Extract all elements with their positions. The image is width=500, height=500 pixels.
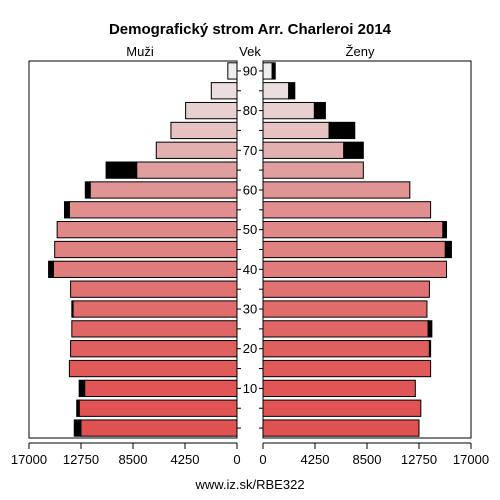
age-axis-label: Vek xyxy=(239,44,261,59)
men-bar xyxy=(89,181,238,199)
women-bar xyxy=(262,221,444,239)
men-bar xyxy=(68,359,238,378)
women-surplus-bar xyxy=(271,62,276,80)
men-bar xyxy=(72,300,238,318)
men-surplus-bar xyxy=(84,181,91,199)
men-x-tick-label: 0 xyxy=(233,452,240,467)
men-surplus-bar xyxy=(73,419,82,437)
men-label: Muži xyxy=(126,44,154,59)
men-bar xyxy=(80,419,238,437)
women-bar xyxy=(262,260,448,278)
women-surplus-bar xyxy=(288,82,296,100)
men-bar xyxy=(52,260,238,278)
age-tick-label: 80 xyxy=(243,103,257,118)
men-bar xyxy=(78,399,238,417)
men-surplus-bar xyxy=(76,399,80,417)
age-ticks: 10 20 30 40 50 60 70 80 90 xyxy=(237,63,263,429)
women-x-axis: 0 4250 8500 12750 17000 xyxy=(259,442,489,467)
women-x-tick-label: 17000 xyxy=(453,452,489,467)
age-tick-label: 70 xyxy=(243,143,257,158)
age-tick-label: 40 xyxy=(243,262,257,277)
women-bars xyxy=(262,62,452,437)
men-bar xyxy=(155,141,238,159)
men-bar xyxy=(84,379,238,398)
men-bar xyxy=(70,340,238,358)
men-x-axis: 0 4250 8500 12750 17000 xyxy=(11,442,241,467)
chart-title: Demografický strom Arr. Charleroi 2014 xyxy=(109,21,392,38)
men-bar xyxy=(185,101,238,120)
women-surplus-bar xyxy=(428,340,432,358)
men-x-tick-label: 4250 xyxy=(171,452,200,467)
women-bar xyxy=(262,240,446,259)
men-bar xyxy=(70,280,238,298)
women-surplus-bar xyxy=(313,101,326,120)
men-bar xyxy=(54,240,238,259)
women-bar xyxy=(262,121,330,140)
women-x-tick-label: 4250 xyxy=(301,452,330,467)
men-x-tick-label: 8500 xyxy=(119,452,148,467)
men-bars xyxy=(48,62,238,437)
men-surplus-bar xyxy=(78,379,86,398)
men-x-tick-label: 17000 xyxy=(11,452,47,467)
women-bar xyxy=(262,379,416,398)
women-bar xyxy=(262,82,290,100)
women-bar xyxy=(262,101,315,120)
age-tick-label: 90 xyxy=(243,63,257,78)
age-tick-label: 10 xyxy=(243,381,257,396)
women-x-tick-label: 0 xyxy=(259,452,266,467)
women-bar xyxy=(262,340,430,358)
women-bar xyxy=(262,201,432,219)
age-tick-label: 50 xyxy=(243,222,257,237)
men-bar xyxy=(210,82,238,100)
men-bar xyxy=(56,221,238,239)
men-bar xyxy=(227,62,238,80)
women-bar xyxy=(262,399,422,417)
women-bar xyxy=(262,320,429,338)
women-surplus-bar xyxy=(444,240,452,259)
men-bar xyxy=(68,201,238,219)
women-label: Ženy xyxy=(346,44,375,59)
men-surplus-bar xyxy=(48,260,54,278)
men-surplus-bar xyxy=(105,161,138,179)
women-surplus-bar xyxy=(427,320,433,338)
women-bar xyxy=(262,161,364,179)
men-bar xyxy=(136,161,238,179)
men-surplus-bar xyxy=(63,201,70,219)
women-bar xyxy=(262,419,420,437)
men-bar xyxy=(170,121,238,140)
footer-source: www.iz.sk/RBE322 xyxy=(194,477,304,492)
women-bar xyxy=(262,62,273,80)
age-tick-label: 60 xyxy=(243,182,257,197)
women-bar xyxy=(262,181,411,199)
women-surplus-bar xyxy=(328,121,356,140)
women-bar xyxy=(262,141,345,159)
men-x-tick-label: 12750 xyxy=(63,452,99,467)
women-x-tick-label: 12750 xyxy=(401,452,437,467)
women-bar xyxy=(262,280,430,298)
women-x-tick-label: 8500 xyxy=(353,452,382,467)
age-tick-label: 30 xyxy=(243,302,257,317)
age-tick-label: 20 xyxy=(243,341,257,356)
men-bar xyxy=(71,320,238,338)
women-surplus-bar xyxy=(442,221,448,239)
men-surplus-bar xyxy=(71,300,74,318)
women-surplus-bar xyxy=(343,141,364,159)
women-bar xyxy=(262,359,432,378)
women-bar xyxy=(262,300,428,318)
